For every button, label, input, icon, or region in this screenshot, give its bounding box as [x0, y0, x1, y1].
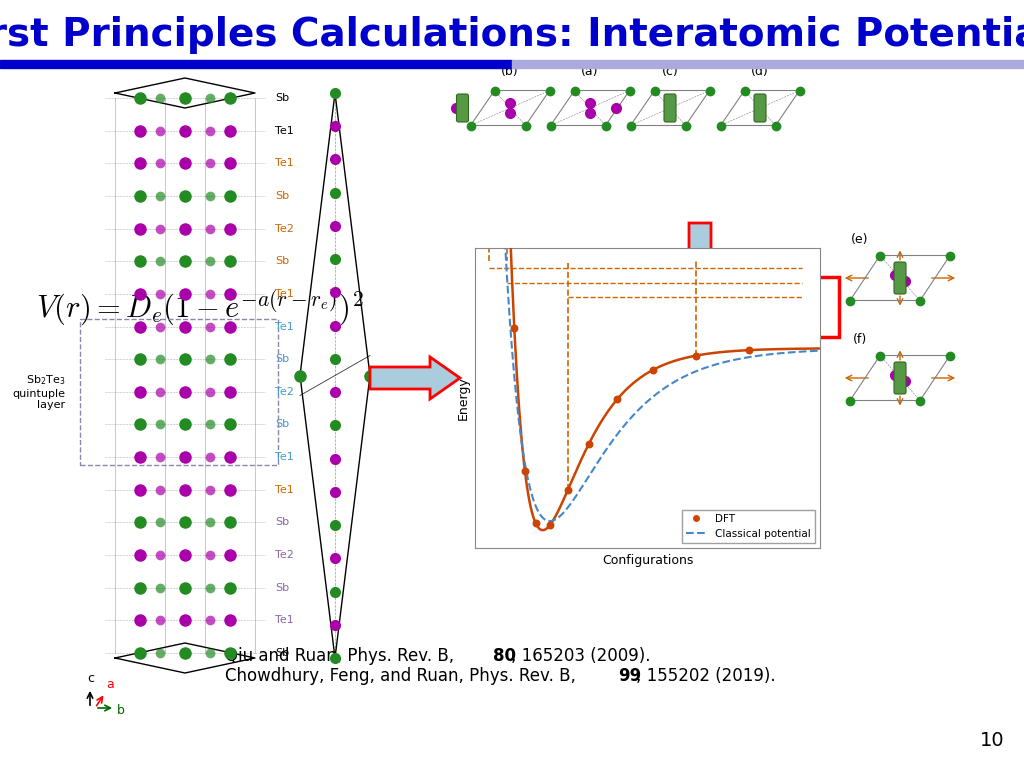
Point: [499, 136, 515, 148]
Text: Te1: Te1: [275, 289, 294, 299]
Text: a: a: [106, 678, 114, 691]
Text: Sb: Sb: [275, 518, 289, 528]
Text: Sb: Sb: [275, 191, 289, 201]
Text: (d): (d): [752, 65, 769, 78]
X-axis label: Configurations: Configurations: [602, 554, 693, 567]
Point: [609, 393, 626, 406]
Text: , 165203 (2009).: , 165203 (2009).: [511, 647, 650, 665]
Point: [517, 465, 534, 478]
Text: Sb: Sb: [275, 648, 289, 658]
Text: , 155202 (2019).: , 155202 (2019).: [636, 667, 775, 685]
Text: Sb$_2$Te$_3$
quintuple
layer: Sb$_2$Te$_3$ quintuple layer: [12, 373, 65, 410]
FancyBboxPatch shape: [894, 262, 906, 294]
Point: [645, 364, 662, 376]
Point: [542, 519, 558, 531]
Text: Te1: Te1: [275, 615, 294, 625]
Text: $V(r) = D_e(1 - e^{-a(r-r_e)})^2$: $V(r) = D_e(1 - e^{-a(r-r_e)})^2$: [36, 288, 364, 328]
FancyBboxPatch shape: [457, 94, 469, 122]
Text: Sb: Sb: [275, 93, 289, 103]
Point: [506, 322, 522, 334]
Text: Te1: Te1: [275, 126, 294, 136]
Text: Te1: Te1: [275, 452, 294, 462]
Text: Sb: Sb: [275, 257, 289, 266]
Text: 10: 10: [980, 731, 1005, 750]
Bar: [0, 60, 512, 68]
Text: c: c: [87, 672, 94, 685]
Text: (c): (c): [662, 65, 678, 78]
Text: 99: 99: [618, 667, 641, 685]
Text: Qiu and Ruan, Phys. Rev. B,: Qiu and Ruan, Phys. Rev. B,: [225, 647, 460, 665]
Text: $D_e = ?,\,\alpha = ?,\,r_e = ?$: $D_e = ?,\,\alpha = ?,\,r_e = ?$: [579, 293, 821, 322]
FancyBboxPatch shape: [754, 94, 766, 122]
Point: [687, 349, 703, 362]
Point: [581, 438, 597, 450]
FancyBboxPatch shape: [561, 277, 839, 337]
Point: [527, 517, 544, 529]
Text: (e): (e): [851, 233, 868, 246]
Legend: DFT, Classical potential: DFT, Classical potential: [682, 510, 815, 543]
Polygon shape: [675, 223, 725, 278]
Text: Te2: Te2: [275, 223, 294, 233]
Text: Te2: Te2: [275, 550, 294, 560]
Text: Te1: Te1: [275, 485, 294, 495]
Text: Sb: Sb: [275, 419, 289, 429]
Text: b: b: [117, 704, 125, 717]
Text: Sb: Sb: [275, 583, 289, 593]
Text: Te1: Te1: [275, 322, 294, 332]
FancyBboxPatch shape: [894, 362, 906, 394]
Point: [741, 344, 758, 356]
Text: Sb: Sb: [275, 354, 289, 364]
Text: Te2: Te2: [275, 387, 294, 397]
Bar: [512, 60, 1024, 68]
Text: (a): (a): [582, 65, 599, 78]
Polygon shape: [370, 357, 460, 399]
Text: First Principles Calculations: Interatomic Potentials: First Principles Calculations: Interatom…: [0, 16, 1024, 54]
FancyBboxPatch shape: [664, 94, 676, 122]
Text: (f): (f): [853, 333, 867, 346]
Text: 80: 80: [493, 647, 516, 665]
Text: Te1: Te1: [275, 158, 294, 168]
Text: (b): (b): [501, 65, 519, 78]
Point: [559, 485, 575, 497]
Y-axis label: Energy: Energy: [457, 376, 470, 420]
Text: Chowdhury, Feng, and Ruan, Phys. Rev. B,: Chowdhury, Feng, and Ruan, Phys. Rev. B,: [225, 667, 582, 685]
